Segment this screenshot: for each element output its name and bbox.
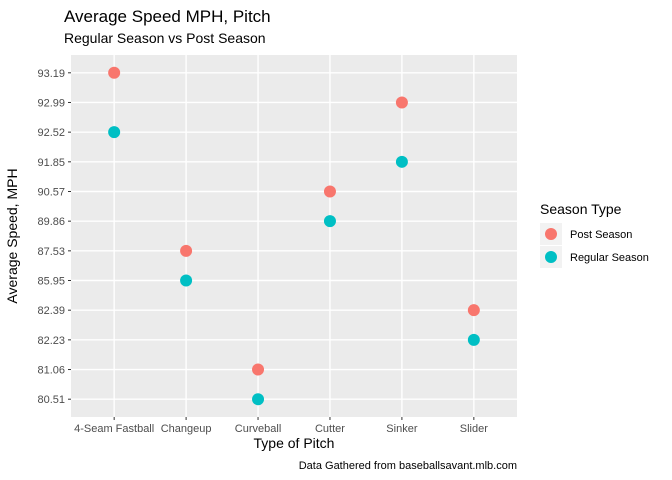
legend-label: Post Season [570, 229, 632, 241]
x-tick-label: Slider [460, 423, 488, 435]
data-points [108, 66, 480, 406]
y-tick-label: 85.95 [37, 276, 65, 288]
x-tick-label: Curveball [235, 423, 281, 435]
grid-lines [71, 55, 517, 417]
y-tick-label: 92.99 [37, 97, 65, 109]
x-tick-label: Sinker [386, 423, 418, 435]
y-tick-label: 82.39 [37, 305, 65, 317]
x-tick-label: 4-Seam Fastball [74, 423, 154, 435]
data-point [395, 155, 408, 168]
legend-marker [545, 251, 557, 263]
y-tick-label: 89.86 [37, 216, 65, 228]
x-tick-label: Changeup [161, 423, 212, 435]
data-point [395, 96, 408, 109]
chart-caption: Data Gathered from baseballsavant.mlb.co… [299, 460, 517, 472]
data-point [323, 185, 336, 198]
legend-marker [545, 228, 557, 240]
data-point [323, 215, 336, 228]
y-tick-label: 90.57 [37, 186, 65, 198]
y-tick-label: 93.19 [37, 68, 65, 80]
data-point [180, 244, 193, 257]
data-point [108, 66, 121, 79]
legend-label: Regular Season [570, 252, 649, 264]
y-axis-title: Average Speed, MPH [4, 168, 20, 303]
y-tick-label: 91.85 [37, 157, 65, 169]
y-tick-label: 82.23 [37, 335, 65, 347]
y-tick-label: 81.06 [37, 365, 65, 377]
chart-subtitle: Regular Season vs Post Season [64, 30, 266, 46]
chart-title: Average Speed MPH, Pitch [64, 7, 271, 26]
y-tick-label: 92.52 [37, 127, 65, 139]
plot-panel [71, 55, 517, 417]
data-point [467, 304, 480, 317]
x-tick-label: Cutter [315, 423, 345, 435]
legend-title: Season Type [540, 201, 622, 217]
y-tick-label: 80.51 [37, 394, 65, 406]
x-axis-ticks: 4-Seam Fastball Changeup Curveball Cutter Si… [74, 417, 488, 435]
data-point [180, 274, 193, 287]
data-point [467, 333, 480, 346]
legend: Season Type Post Season Regular Season [540, 201, 649, 268]
x-axis-title: Type of Pitch [254, 435, 335, 451]
data-point [252, 363, 265, 376]
data-point [252, 393, 265, 406]
data-point [108, 126, 121, 139]
y-axis-ticks: 80.51 81.06 82.23 82.39 85.95 87.53 89.86 90.57… [37, 68, 71, 406]
y-tick-label: 87.53 [37, 246, 65, 258]
